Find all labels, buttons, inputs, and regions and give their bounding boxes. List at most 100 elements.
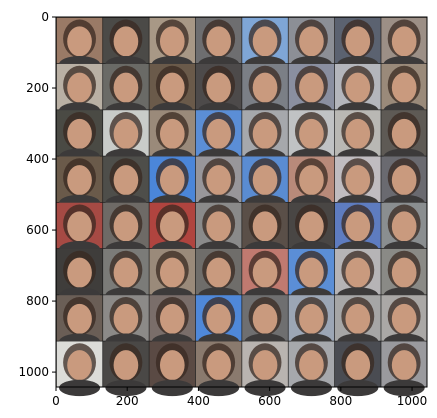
face-shape [391, 26, 417, 57]
face-tile [103, 341, 149, 397]
face-shape [67, 257, 92, 288]
face-shape [159, 118, 185, 149]
y-tick-label: 800 [26, 294, 49, 308]
face-shape [299, 72, 324, 103]
face-shape [345, 72, 371, 103]
face-tile [195, 63, 242, 119]
face-shape [345, 211, 371, 242]
face-tile [103, 110, 149, 165]
axis-ticks: 0 200 400 600 800 1000 0 200 400 600 800 1000 [18, 10, 427, 408]
face-shape [391, 72, 417, 103]
face-shape [391, 303, 417, 334]
face-shape [113, 257, 139, 288]
face-shape [159, 350, 185, 381]
face-shape [299, 257, 324, 288]
y-tick-label: 0 [41, 10, 49, 24]
face-grid-image [56, 17, 427, 397]
face-shape [159, 165, 185, 196]
face-shape [67, 118, 92, 149]
face-tile [242, 156, 288, 212]
face-shape [67, 350, 92, 381]
face-tile [334, 341, 381, 397]
face-tile [288, 156, 335, 212]
face-tile [242, 295, 288, 350]
shoulders-shape [151, 379, 193, 397]
shoulders-shape [58, 379, 101, 397]
face-shape [67, 72, 92, 103]
face-shape [252, 303, 278, 334]
face-shape [206, 303, 231, 334]
face-shape [159, 72, 185, 103]
face-shape [206, 257, 231, 288]
face-shape [67, 165, 92, 196]
face-shape [252, 72, 278, 103]
face-shape [206, 165, 231, 196]
face-shape [345, 118, 371, 149]
face-shape [67, 26, 92, 57]
face-shape [391, 257, 417, 288]
face-tile [56, 17, 103, 73]
face-shape [345, 257, 371, 288]
face-shape [299, 350, 324, 381]
face-shape [67, 303, 92, 334]
face-shape [391, 118, 417, 149]
y-tick-label: 200 [26, 81, 49, 95]
face-shape [391, 165, 417, 196]
x-tick-label: 800 [329, 394, 352, 408]
face-shape [67, 211, 92, 242]
face-tile [56, 202, 103, 258]
face-tile [149, 156, 196, 212]
face-shape [252, 211, 278, 242]
face-tile [381, 110, 427, 165]
face-tile [103, 156, 149, 212]
face-shape [252, 257, 278, 288]
y-tick-label: 600 [26, 223, 49, 237]
face-shape [345, 26, 371, 57]
face-shape [113, 72, 139, 103]
face-shape [159, 303, 185, 334]
face-tile [195, 341, 242, 397]
face-tile [195, 156, 242, 212]
shoulders-shape [198, 379, 240, 397]
face-shape [252, 165, 278, 196]
face-shape [113, 350, 139, 381]
face-shape [206, 118, 231, 149]
shoulders-shape [105, 379, 147, 397]
face-shape [206, 211, 231, 242]
face-shape [206, 350, 231, 381]
face-tile [242, 17, 288, 73]
face-shape [113, 165, 139, 196]
face-shape [113, 118, 139, 149]
face-shape [299, 211, 324, 242]
face-shape [252, 118, 278, 149]
face-shape [113, 26, 139, 57]
shoulders-shape [383, 379, 425, 397]
face-tile [149, 341, 196, 397]
face-tile [242, 63, 288, 119]
face-shape [252, 26, 278, 57]
face-tile [242, 341, 288, 397]
face-shape [113, 303, 139, 334]
face-tile [381, 341, 427, 397]
shoulders-shape [290, 379, 332, 397]
face-tile [381, 156, 427, 212]
face-tile [288, 341, 335, 397]
shoulders-shape [337, 379, 379, 397]
x-tick-label: 1000 [397, 394, 428, 408]
face-shape [345, 350, 371, 381]
face-shape [345, 165, 371, 196]
face-shape [113, 211, 139, 242]
face-shape [206, 72, 231, 103]
face-shape [206, 26, 231, 57]
face-shape [252, 350, 278, 381]
face-tile [334, 202, 381, 258]
face-shape [391, 211, 417, 242]
x-tick-label: 600 [258, 394, 281, 408]
face-shape [299, 118, 324, 149]
face-shape [159, 26, 185, 57]
axes-frame [55, 16, 428, 388]
face-shape [299, 303, 324, 334]
face-shape [159, 257, 185, 288]
face-tile [381, 17, 427, 73]
